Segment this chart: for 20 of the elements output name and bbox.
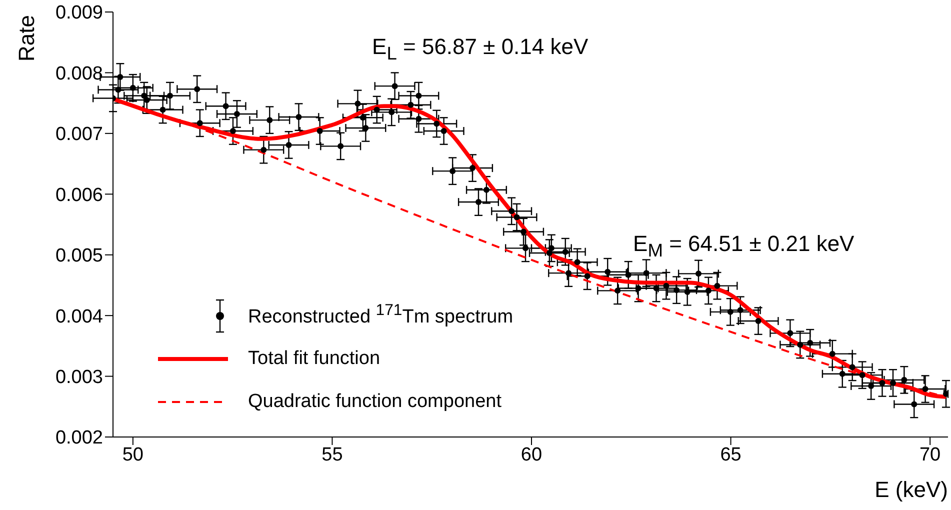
annotation: E$_{L}$ = 56.87 ± 0.14 keV [372,34,588,64]
x-tick-label: 70 [919,444,941,466]
y-tick-label: 0.009 [55,2,103,24]
y-tick-label: 0.003 [55,367,103,388]
annotation: E$_{M}$ = 64.51 ± 0.21 keV [633,231,854,262]
legend-label: Reconstructed $^{171}$Tm spectrum [248,302,514,329]
x-tick-label: 50 [122,444,144,466]
y-tick-label: 0.002 [55,428,103,449]
legend-label: Total fit function [248,348,380,370]
y-tick-label: 0.005 [55,246,103,267]
legend-label: Quadratic function component [248,390,502,412]
x-tick-label: 55 [322,444,343,466]
y-tick-label: 0.004 [55,306,104,328]
x-axis-title: E (keV) [874,477,948,502]
y-tick-label: 0.008 [55,63,103,84]
x-tick-label: 65 [720,444,742,466]
y-axis-title: Rate [14,15,39,62]
y-tick-label: 0.007 [55,124,103,146]
y-tick-label: 0.006 [55,184,103,206]
x-tick-label: 60 [520,444,542,466]
